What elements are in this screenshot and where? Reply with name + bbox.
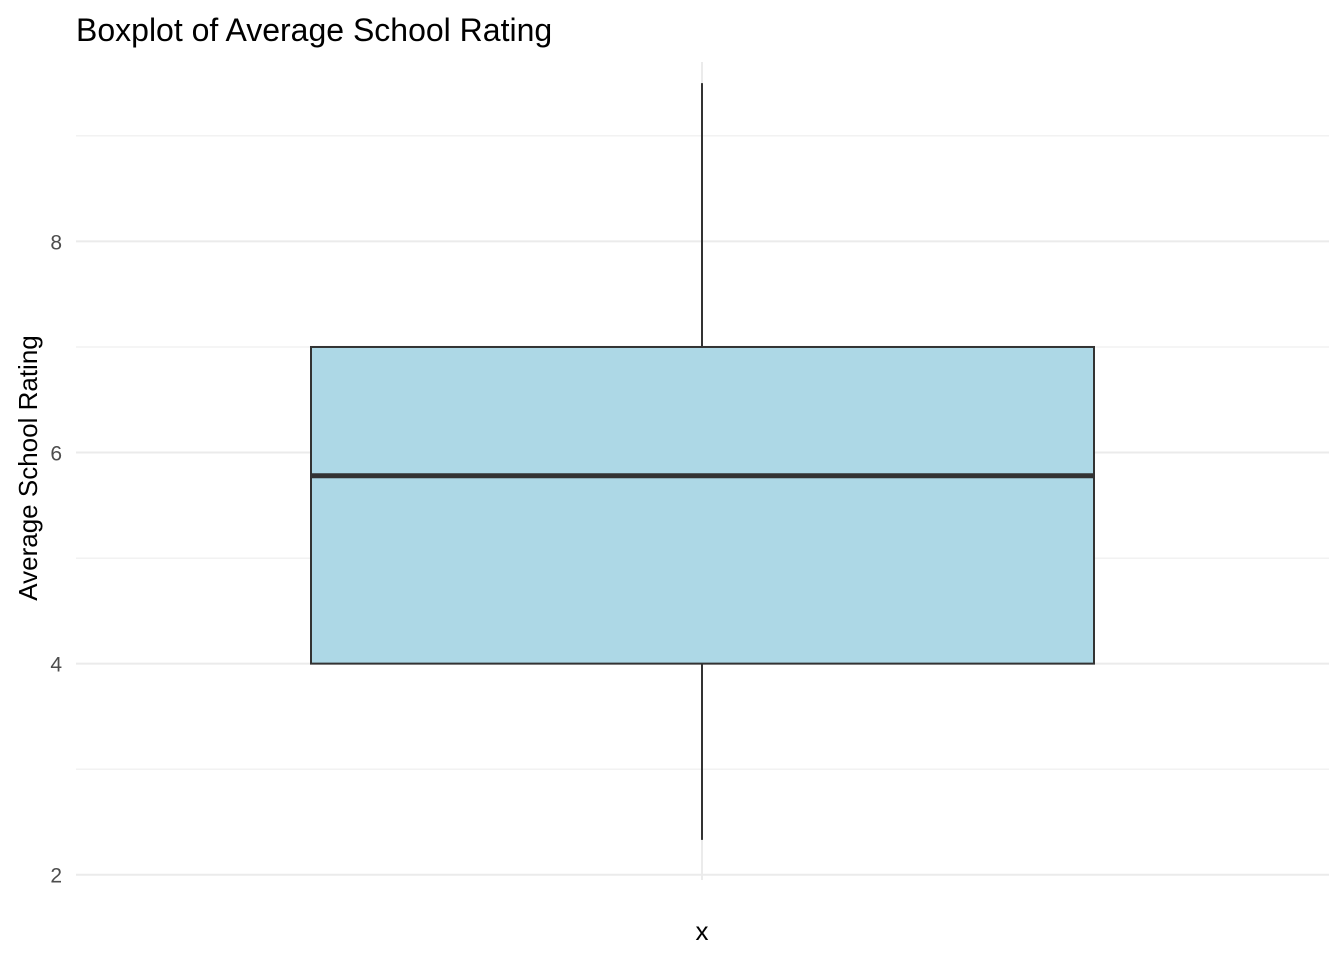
y-tick-label: 4 [50,654,62,677]
y-axis-title: Average School Rating [13,335,43,600]
box-iqr [310,345,1095,665]
x-axis-title: x [696,916,709,946]
y-tick-label: 8 [50,231,62,254]
y-tick-label: 2 [50,865,62,888]
chart-title: Boxplot of Average School Rating [76,12,552,48]
y-tick-label: 6 [50,443,62,466]
box-series [310,83,1095,840]
y-axis-ticks: 2 4 6 8 [50,231,62,887]
